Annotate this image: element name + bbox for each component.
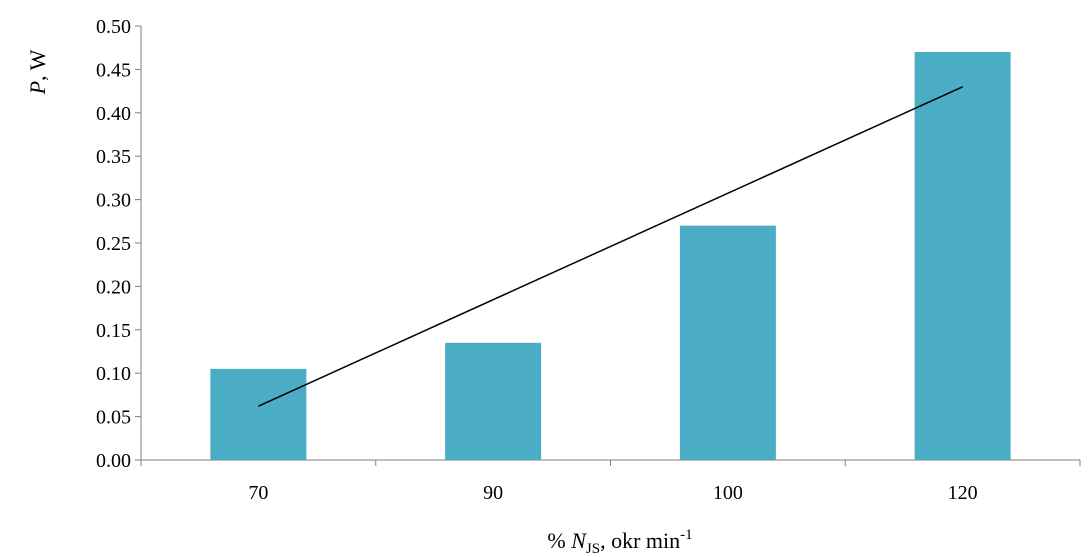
- bar-70: [210, 368, 307, 460]
- y-tick-label: 0.30: [96, 190, 131, 212]
- y-tick-label: 0.20: [96, 276, 131, 298]
- y-tick-label: 0.40: [96, 103, 131, 125]
- bar-90: [445, 342, 542, 460]
- bar-100: [679, 225, 776, 460]
- y-tick-label: 0.00: [96, 450, 131, 472]
- x-tick-label: 100: [713, 482, 743, 504]
- y-tick-label: 0.35: [96, 146, 131, 168]
- y-tick-label: 0.05: [96, 407, 131, 429]
- bar-120: [914, 52, 1011, 460]
- y-tick-label: 0.25: [96, 233, 131, 255]
- x-tick-label: 90: [483, 482, 503, 504]
- x-tick-label: 120: [948, 482, 978, 504]
- y-axis: 0.00 0.05 0.10 0.15 0.20 0.25 0.30 0.35 0.40 0.45…: [96, 16, 142, 472]
- y-axis-title: P, W: [25, 49, 50, 95]
- y-tick-label: 0.10: [96, 363, 131, 385]
- x-tick-label: 70: [248, 482, 268, 504]
- x-axis: 70 90 100 120: [140, 459, 1081, 504]
- x-axis-title: % NJS, okr min-1: [547, 527, 692, 557]
- y-tick-label: 0.50: [96, 16, 131, 38]
- bars: [210, 52, 1011, 460]
- y-tick-label: 0.45: [96, 59, 131, 81]
- trendline-group: [258, 86, 963, 407]
- trendline: [258, 86, 963, 407]
- y-tick-label: 0.15: [96, 320, 131, 342]
